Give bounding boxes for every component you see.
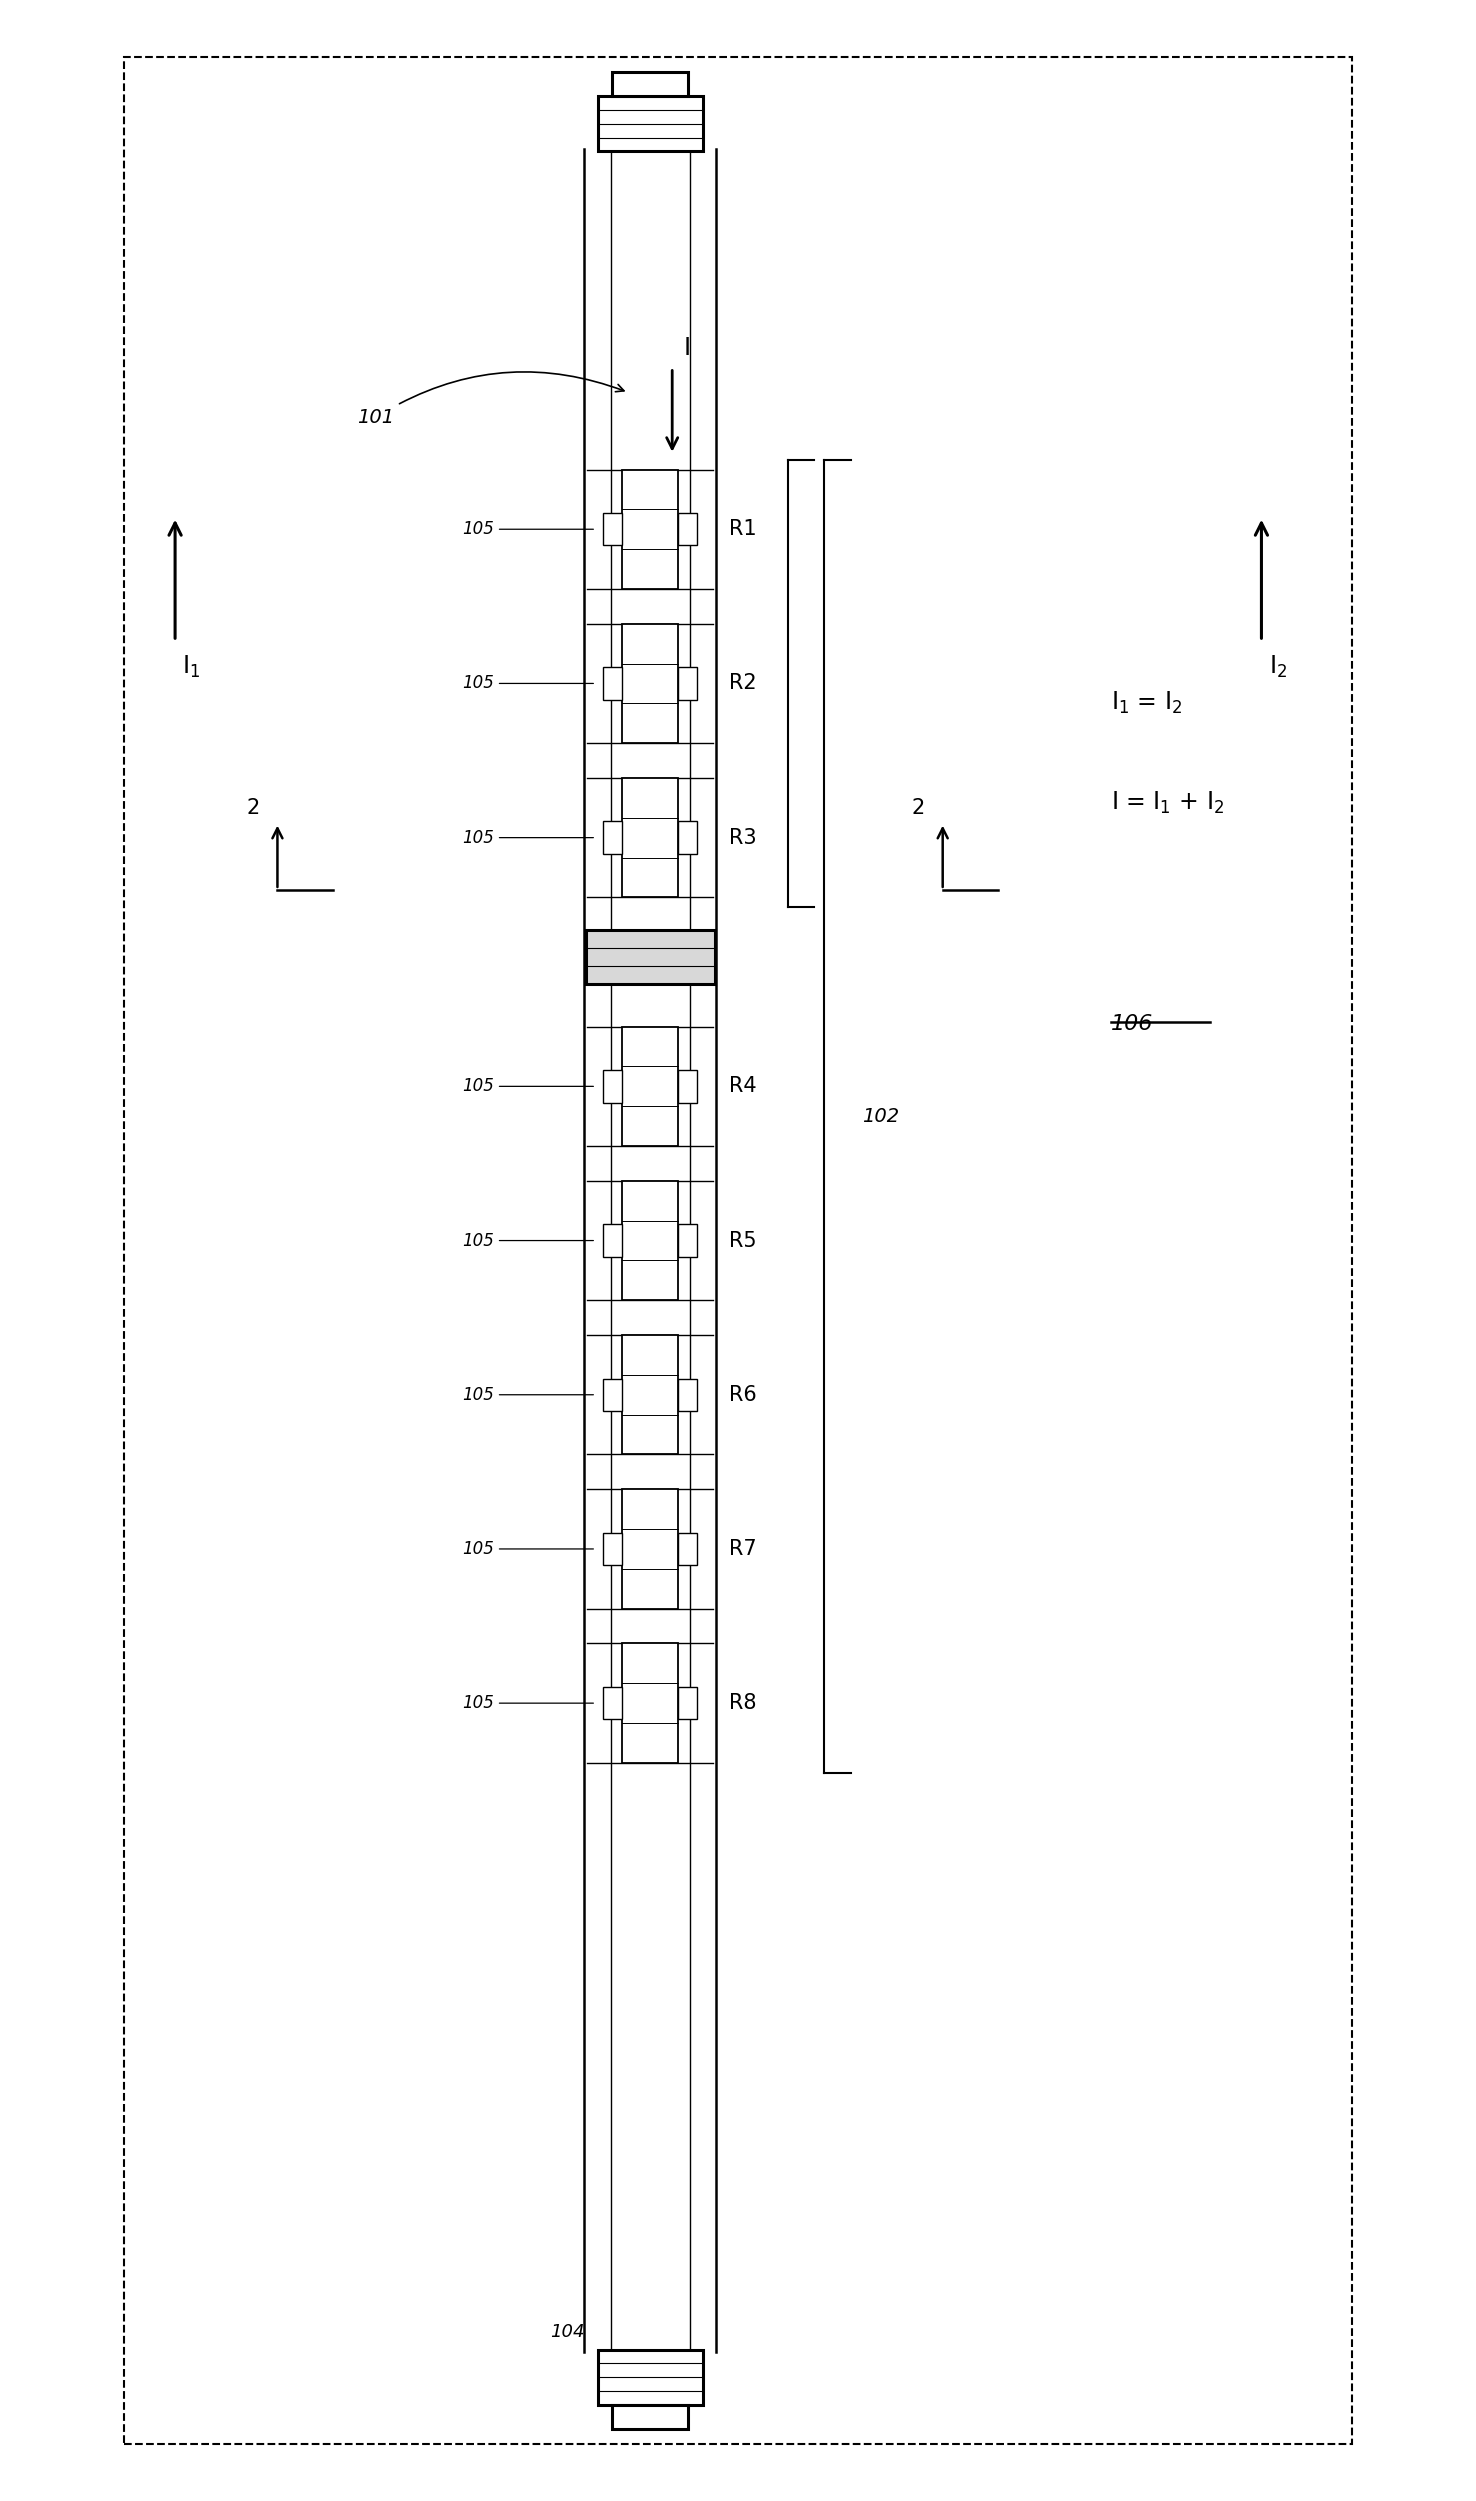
Bar [598, 98, 703, 150]
Text: 105: 105 [462, 828, 593, 848]
Text: 2: 2 [912, 798, 925, 818]
Bar [623, 1336, 677, 1456]
Bar [677, 1688, 697, 1718]
Text: R1: R1 [729, 520, 757, 540]
Text: 105: 105 [462, 1230, 593, 1250]
Text: 105: 105 [462, 1386, 593, 1403]
Text: R7: R7 [729, 1538, 757, 1558]
Text: 105: 105 [462, 1541, 593, 1558]
Bar [677, 1225, 697, 1256]
Text: I: I [683, 335, 691, 360]
Bar [598, 2351, 703, 2403]
Bar [677, 1070, 697, 1103]
Text: R8: R8 [729, 1693, 757, 1713]
Text: R2: R2 [729, 673, 757, 693]
Text: 102: 102 [862, 1108, 899, 1125]
Bar [623, 623, 677, 743]
Bar [604, 1070, 623, 1103]
Bar [677, 1533, 697, 1566]
Bar [604, 513, 623, 545]
Bar [623, 1180, 677, 1301]
Text: 105: 105 [462, 675, 593, 693]
Text: 101: 101 [357, 373, 624, 428]
Text: R6: R6 [729, 1386, 757, 1406]
Bar [604, 1378, 623, 1411]
Text: 105: 105 [462, 1078, 593, 1095]
Bar [604, 1688, 623, 1718]
Text: R3: R3 [729, 828, 757, 848]
Text: I$_1$ = I$_2$: I$_1$ = I$_2$ [1111, 690, 1182, 715]
Text: 106: 106 [1111, 1015, 1153, 1035]
Text: I = I$_1$ + I$_2$: I = I$_1$ + I$_2$ [1111, 790, 1224, 815]
Text: R4: R4 [729, 1075, 757, 1095]
Bar [677, 1378, 697, 1411]
Bar [677, 513, 697, 545]
Text: 2: 2 [246, 798, 260, 818]
Text: R5: R5 [729, 1230, 757, 1250]
Bar [604, 668, 623, 700]
Text: 105: 105 [462, 520, 593, 538]
Bar [623, 1643, 677, 1763]
Bar [586, 930, 714, 985]
Bar [623, 1488, 677, 1608]
Bar [623, 1025, 677, 1145]
Bar [613, 73, 688, 98]
Bar [604, 820, 623, 853]
Bar [124, 58, 1352, 2443]
Bar [623, 470, 677, 588]
Text: 104: 104 [551, 2323, 584, 2341]
Bar [677, 820, 697, 853]
Bar [677, 668, 697, 700]
Bar [604, 1225, 623, 1256]
Text: I$_1$: I$_1$ [183, 653, 201, 680]
Bar [623, 778, 677, 898]
Text: I$_2$: I$_2$ [1269, 653, 1287, 680]
Bar [613, 2403, 688, 2428]
Bar [604, 1533, 623, 1566]
Text: 105: 105 [462, 1693, 593, 1713]
